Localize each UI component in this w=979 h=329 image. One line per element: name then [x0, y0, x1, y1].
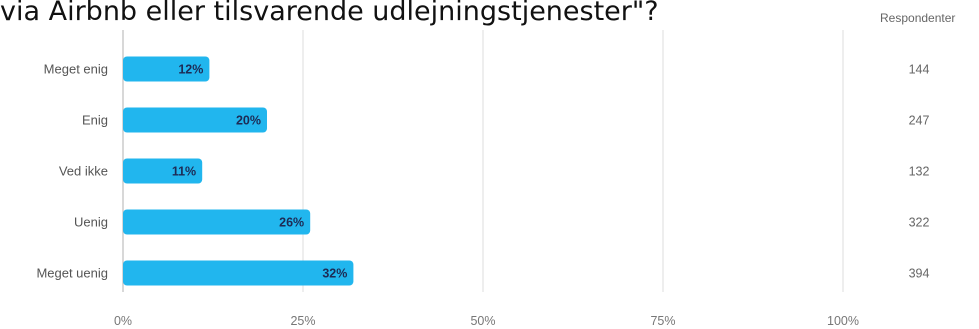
bar-value-label-5: 32%	[322, 267, 347, 281]
category-label-3: Ved ikke	[59, 164, 108, 179]
bar-1	[123, 56, 210, 82]
bar-2	[123, 107, 267, 133]
category-label-1: Meget enig	[44, 62, 108, 77]
category-label-4: Uenig	[74, 215, 108, 230]
tick-label-50: 50%	[470, 314, 495, 328]
bar-3	[123, 158, 203, 184]
respondents-value-1: 144	[909, 63, 930, 77]
bar-value-label-1: 12%	[178, 63, 203, 77]
tick-label-25: 25%	[290, 314, 315, 328]
tick-label-0: 0%	[114, 314, 132, 328]
chart-title: via Airbnb eller tilsvarende udlejningst…	[0, 0, 659, 27]
category-label-5: Meget uenig	[36, 266, 108, 281]
bar-value-label-4: 26%	[279, 216, 304, 230]
bar-4	[123, 209, 311, 235]
tick-label-100: 100%	[827, 314, 859, 328]
bars	[123, 56, 354, 286]
labels: 0% 25% 50% 75% 100% 12% Meget enig 144 20% Enig 24…	[36, 62, 929, 329]
bar-value-label-3: 11%	[172, 165, 196, 179]
respondents-header: Respondenter	[880, 11, 955, 25]
tick-label-75: 75%	[650, 314, 675, 328]
category-label-2: Enig	[82, 113, 108, 128]
respondents-value-4: 322	[909, 216, 930, 230]
respondents-value-3: 132	[909, 165, 930, 179]
grid-lines	[122, 30, 844, 292]
respondents-value-2: 247	[909, 114, 930, 128]
bar-value-label-2: 20%	[236, 114, 261, 128]
bar-5	[123, 260, 354, 286]
respondents-value-5: 394	[909, 267, 930, 281]
